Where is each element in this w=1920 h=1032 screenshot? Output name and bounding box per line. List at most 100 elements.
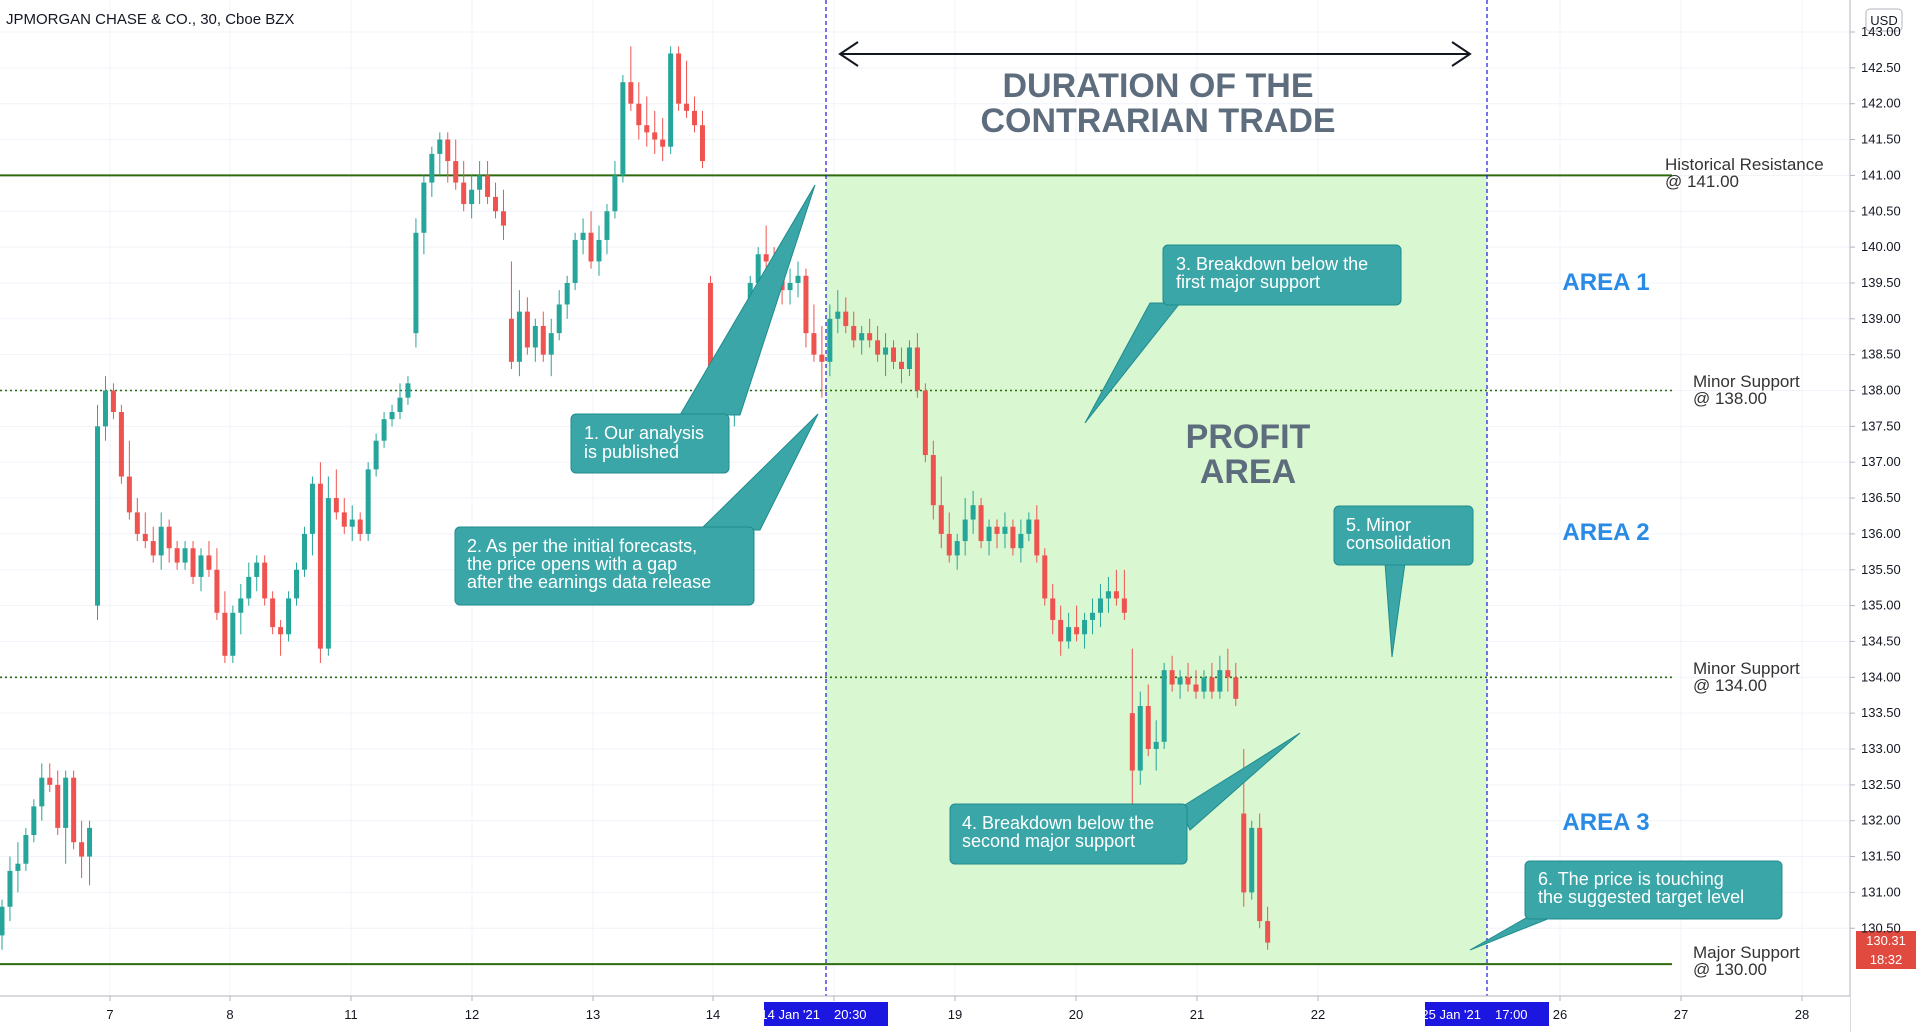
candle-body — [898, 361, 904, 369]
candle-body — [970, 505, 976, 520]
annotation-3-box — [1162, 244, 1402, 306]
candle-body — [795, 275, 801, 283]
candle-body — [381, 419, 387, 441]
candle-body — [246, 576, 252, 599]
time-tick-label: 27 — [1674, 1007, 1688, 1022]
duration-arrow-head-left — [838, 41, 859, 67]
candle-body — [190, 548, 196, 577]
marker-badge: 14 Jan '21 20:30 — [760, 1002, 888, 1026]
candle-body — [1002, 526, 1008, 534]
area-3-label: AREA 3 — [1562, 809, 1649, 836]
candle-body — [1193, 684, 1199, 692]
price-tick-label: 139.00 — [1861, 311, 1901, 326]
candle-body — [684, 103, 690, 111]
candle-body — [612, 175, 618, 212]
candle-body — [477, 175, 483, 190]
candle-body — [556, 304, 562, 334]
candle-body — [1153, 741, 1159, 749]
candle-body — [333, 498, 339, 513]
candle-body — [0, 906, 5, 936]
annotation-5: 5. Minor consolidation — [1333, 505, 1474, 658]
time-axis-background — [0, 996, 1850, 1032]
candle-body — [851, 325, 857, 341]
candle-body — [126, 476, 132, 513]
candle-body — [55, 784, 61, 828]
annotation-5-line1: 5. Minor — [1346, 515, 1411, 535]
candle-body — [1249, 827, 1255, 893]
candle-body — [532, 325, 538, 348]
price-tick-label: 142.00 — [1861, 96, 1901, 111]
price-tick-label: 141.50 — [1861, 132, 1901, 147]
candle-body — [142, 533, 148, 542]
duration-heading-line2: CONTRARIAN TRADE — [980, 102, 1335, 140]
price-tick-label: 133.50 — [1861, 705, 1901, 720]
candle-body — [994, 526, 1000, 534]
price-tick-label: 142.50 — [1861, 60, 1901, 75]
candle-body — [102, 390, 108, 427]
candle-body — [7, 870, 13, 907]
price-tick-label: 133.00 — [1861, 741, 1901, 756]
price-tick-label: 140.50 — [1861, 203, 1901, 218]
candle-body — [182, 548, 188, 563]
candle-body — [707, 282, 713, 434]
level-label-support-138-value: @ 138.00 — [1693, 389, 1767, 408]
candle-body — [819, 354, 825, 362]
price-tick-label: 137.50 — [1861, 418, 1901, 433]
candle-body — [875, 340, 881, 355]
currency-badge[interactable]: USD — [1865, 8, 1903, 32]
countdown-value: 18:32 — [1870, 952, 1903, 967]
candle-body — [15, 863, 21, 871]
candle-body — [588, 232, 594, 262]
candle-body — [835, 311, 841, 319]
annotation-3-line1: 3. Breakdown below the — [1176, 254, 1368, 274]
candle-body — [668, 53, 674, 147]
time-tick-label: 19 — [948, 1007, 962, 1022]
candle-body — [1105, 591, 1111, 599]
marker-date-label: 25 Jan '21 — [1421, 1007, 1481, 1022]
area-2-label: AREA 2 — [1562, 519, 1649, 546]
candle-body — [31, 806, 37, 836]
annotation-5-box — [1333, 505, 1474, 566]
candle-body — [461, 182, 467, 205]
candle-body — [341, 512, 347, 527]
marker-badge: 25 Jan '21 17:00 — [1421, 1002, 1549, 1026]
marker-time-label: 17:00 — [1495, 1007, 1528, 1022]
time-axis[interactable] — [0, 995, 1850, 1032]
countdown-box — [1856, 950, 1916, 969]
candle-body — [222, 612, 228, 656]
candle-body — [325, 498, 331, 649]
candle-body — [954, 541, 960, 556]
candle-body — [373, 440, 379, 470]
candle-body — [811, 333, 817, 355]
candle-body — [1145, 705, 1151, 749]
candle-body — [301, 533, 307, 570]
candle-body — [365, 469, 371, 534]
annotation-6: 6. The price is touching the suggested t… — [1469, 860, 1783, 951]
annotation-3: 3. Breakdown below the first major suppo… — [1084, 244, 1402, 424]
candle-body — [827, 318, 833, 362]
price-tick-label: 132.50 — [1861, 777, 1901, 792]
candle-body — [763, 254, 769, 262]
candle-body — [39, 777, 45, 807]
marker-time-label: 20:30 — [834, 1007, 867, 1022]
candle-body — [1058, 619, 1064, 642]
candle-body — [906, 347, 912, 369]
candle-body — [1161, 670, 1167, 742]
candle-body — [891, 347, 897, 362]
price-tick-label: 130.50 — [1861, 920, 1901, 935]
time-tick-label: 26 — [1553, 1007, 1567, 1022]
time-tick-label: 14 — [706, 1007, 720, 1022]
price-tick-label: 138.50 — [1861, 347, 1901, 362]
price-tick-label: 131.50 — [1861, 849, 1901, 864]
time-tick-label: 28 — [1795, 1007, 1809, 1022]
annotation-2-line3: after the earnings data release — [467, 572, 711, 592]
candle-body — [453, 161, 459, 183]
annotation-2: 2. As per the initial forecasts, the pri… — [454, 413, 819, 606]
last-price-box — [1856, 931, 1916, 950]
candle-body — [1217, 670, 1223, 692]
price-axis[interactable] — [1849, 0, 1920, 1032]
candle-body — [699, 125, 705, 162]
marker-badges: 14 Jan '21 20:30 25 Jan '21 17:00 — [760, 1002, 1549, 1026]
